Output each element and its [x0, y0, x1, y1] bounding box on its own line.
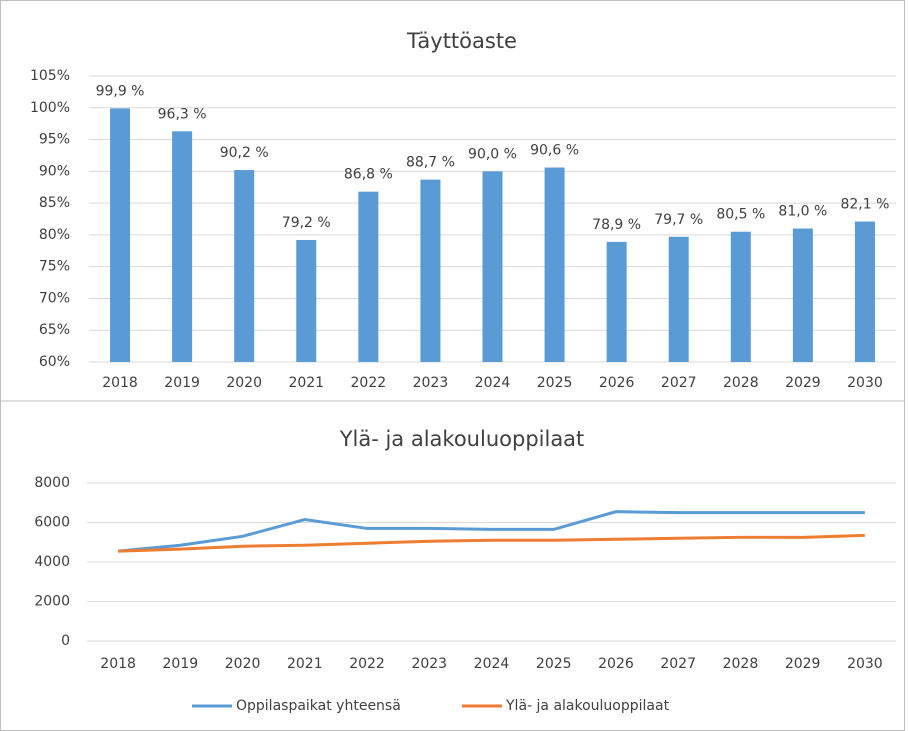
bar: [172, 131, 193, 362]
data-label: 80,5 %: [716, 207, 765, 223]
y-tick-label: 65%: [39, 322, 70, 338]
y-tick-label: 85%: [39, 195, 70, 211]
data-label: 96,3 %: [158, 106, 207, 122]
chart-title: Täyttöaste: [406, 29, 517, 53]
x-tick-label: 2018: [100, 656, 136, 672]
x-tick-label: 2027: [660, 656, 696, 672]
y-tick-label: 0: [61, 633, 70, 649]
x-tick-label: 2030: [847, 375, 883, 391]
data-label: 90,6 %: [530, 143, 579, 159]
data-label: 88,7 %: [406, 155, 455, 171]
bar: [234, 170, 255, 362]
y-tick-label: 8000: [34, 475, 70, 491]
data-label: 90,0 %: [468, 146, 517, 162]
bar: [730, 231, 751, 362]
line: [117, 510, 865, 553]
x-tick-label: 2025: [536, 656, 572, 672]
x-tick-label: 2020: [226, 375, 262, 391]
x-tick-label: 2021: [287, 656, 323, 672]
data-label: 78,9 %: [592, 217, 641, 233]
y-tick-label: 80%: [39, 227, 70, 243]
x-tick-label: 2023: [413, 375, 449, 391]
chart-title: Ylä- ja alakouluoppilaat: [339, 427, 585, 451]
x-tick-label: 2028: [723, 375, 759, 391]
y-tick-label: 105%: [30, 68, 70, 84]
x-tick-label: 2018: [102, 375, 138, 391]
x-tick-label: 2023: [411, 656, 447, 672]
data-label: 86,8 %: [344, 167, 393, 183]
x-tick-label: 2019: [164, 375, 200, 391]
bar: [296, 239, 317, 362]
bar: [482, 171, 503, 362]
bar: [358, 191, 379, 362]
x-tick-label: 2029: [785, 656, 821, 672]
data-label: 79,7 %: [654, 212, 703, 228]
data-label: 81,0 %: [778, 204, 827, 220]
bar: [606, 241, 627, 362]
bar: [110, 108, 131, 362]
legend-label: Oppilaspaikat yhteensä: [236, 698, 401, 714]
x-tick-label: 2021: [288, 375, 324, 391]
legend-label: Ylä- ja alakouluoppilaat: [505, 698, 670, 714]
bar: [668, 236, 689, 362]
x-tick-label: 2028: [723, 656, 759, 672]
y-tick-label: 4000: [34, 554, 70, 570]
x-tick-label: 2024: [475, 375, 511, 391]
bar: [792, 228, 813, 362]
x-tick-label: 2026: [599, 375, 635, 391]
x-tick-label: 2024: [474, 656, 510, 672]
bar: [544, 167, 565, 362]
data-label: 79,2 %: [282, 215, 331, 231]
data-label: 82,1 %: [840, 197, 889, 213]
y-tick-label: 95%: [39, 132, 70, 148]
x-tick-label: 2026: [598, 656, 634, 672]
x-tick-label: 2025: [537, 375, 573, 391]
x-tick-label: 2019: [163, 656, 199, 672]
x-tick-label: 2020: [225, 656, 261, 672]
y-tick-label: 2000: [34, 594, 70, 610]
x-tick-label: 2027: [661, 375, 697, 391]
x-tick-label: 2029: [785, 375, 821, 391]
y-tick-label: 70%: [39, 290, 70, 306]
bar: [420, 179, 441, 362]
y-tick-label: 60%: [39, 354, 70, 370]
data-label: 90,2 %: [220, 145, 269, 161]
bar: [854, 221, 875, 362]
data-label: 99,9 %: [96, 83, 145, 99]
y-tick-label: 90%: [39, 163, 70, 179]
y-tick-label: 6000: [34, 515, 70, 531]
y-tick-label: 75%: [39, 259, 70, 275]
y-tick-label: 100%: [30, 100, 70, 116]
x-tick-label: 2022: [349, 656, 385, 672]
line: [118, 533, 865, 553]
x-tick-label: 2030: [847, 656, 883, 672]
x-tick-label: 2022: [351, 375, 387, 391]
